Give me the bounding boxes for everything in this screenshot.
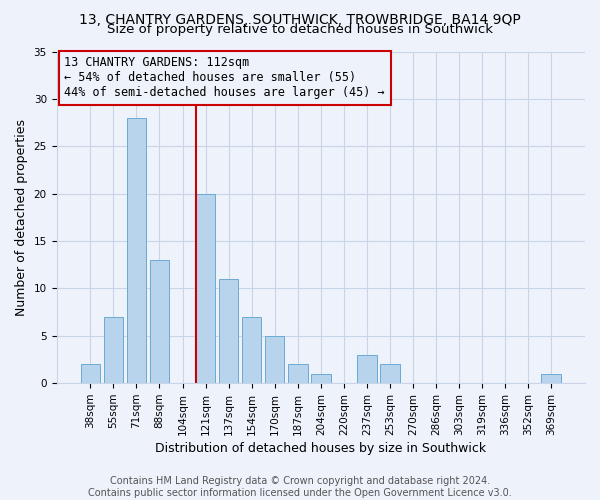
Bar (357, 355, 377, 383)
Bar (380, 364, 400, 383)
Bar (265, 336, 284, 383)
Bar (196, 194, 215, 383)
Bar (288, 364, 308, 383)
Bar (80, 364, 100, 383)
Bar (541, 374, 561, 383)
Text: 13 CHANTRY GARDENS: 112sqm
← 54% of detached houses are smaller (55)
44% of semi: 13 CHANTRY GARDENS: 112sqm ← 54% of deta… (64, 56, 385, 100)
Text: Size of property relative to detached houses in Southwick: Size of property relative to detached ho… (107, 22, 493, 36)
Y-axis label: Number of detached properties: Number of detached properties (15, 119, 28, 316)
Text: 13, CHANTRY GARDENS, SOUTHWICK, TROWBRIDGE, BA14 9QP: 13, CHANTRY GARDENS, SOUTHWICK, TROWBRID… (79, 12, 521, 26)
Bar (127, 118, 146, 383)
X-axis label: Distribution of detached houses by size in Southwick: Distribution of detached houses by size … (155, 442, 487, 455)
Bar (104, 317, 123, 383)
Bar (149, 260, 169, 383)
Bar (242, 317, 262, 383)
Bar (311, 374, 331, 383)
Text: Contains HM Land Registry data © Crown copyright and database right 2024.
Contai: Contains HM Land Registry data © Crown c… (88, 476, 512, 498)
Bar (219, 279, 238, 383)
